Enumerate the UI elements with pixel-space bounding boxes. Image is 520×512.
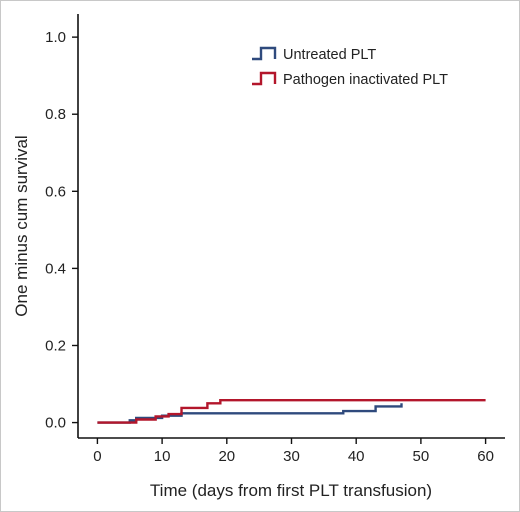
legend-swatch — [252, 46, 277, 61]
y-tick-label: 0.0 — [45, 415, 66, 432]
legend: Untreated PLT Pathogen inactivated PLT — [252, 46, 448, 88]
x-tick-label: 20 — [218, 448, 235, 465]
ticks: 0 10 20 30 40 50 60 0.0 0.2 0.4 0.6 0.8 1.0 — [45, 29, 494, 465]
y-axis-label: One minus cum survival — [12, 135, 31, 316]
series-line-untreated — [97, 403, 403, 424]
series-line-pathogen-inactivated — [97, 399, 486, 424]
x-tick-label: 60 — [477, 448, 494, 465]
y-tick-label: 0.6 — [45, 183, 66, 200]
x-tick-label: 30 — [283, 448, 300, 465]
y-tick-label: 0.2 — [45, 337, 66, 354]
x-tick-label: 0 — [93, 448, 101, 465]
y-tick-label: 0.4 — [45, 260, 66, 277]
legend-label: Pathogen inactivated PLT — [283, 72, 448, 88]
x-tick-label: 40 — [348, 448, 365, 465]
legend-swatch — [252, 71, 277, 86]
y-tick-label: 1.0 — [45, 29, 66, 46]
y-tick-label: 0.8 — [45, 106, 66, 123]
x-axis-label: Time (days from first PLT transfusion) — [150, 481, 432, 500]
x-tick-label: 10 — [154, 448, 171, 465]
series-layer — [97, 399, 486, 424]
x-tick-label: 50 — [413, 448, 430, 465]
legend-label: Untreated PLT — [283, 47, 376, 63]
